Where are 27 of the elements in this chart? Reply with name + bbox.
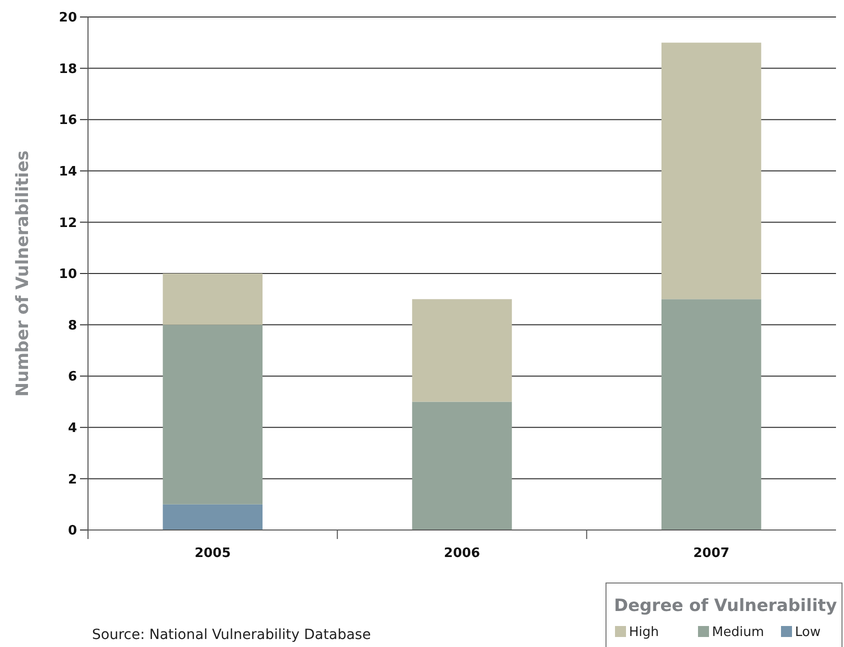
x-tick-label: 2005 xyxy=(194,546,231,561)
y-tick-label: 8 xyxy=(68,318,77,334)
legend-title: Degree of Vulnerability xyxy=(614,596,837,616)
y-tick-label: 16 xyxy=(58,113,77,128)
bar xyxy=(661,299,762,530)
y-tick-label: 6 xyxy=(68,370,77,385)
y-tick-label: 10 xyxy=(58,267,77,282)
legend-label: Medium xyxy=(712,625,764,640)
bar xyxy=(162,504,263,530)
x-tick-label: 2007 xyxy=(693,546,730,561)
y-tick-label: 14 xyxy=(58,164,77,180)
source-note: Source: National Vulnerability Database xyxy=(92,627,371,643)
bar xyxy=(162,324,263,504)
bar xyxy=(412,299,512,402)
legend-label: High xyxy=(629,625,659,640)
y-tick-label: 0 xyxy=(68,524,77,539)
y-axis-title: Number of Vulnerabilities xyxy=(13,150,33,397)
bar xyxy=(661,42,762,300)
y-tick-label: 20 xyxy=(58,10,77,26)
x-tick-label: 2006 xyxy=(444,546,480,561)
y-tick-label: 12 xyxy=(58,216,77,231)
bar xyxy=(412,402,512,530)
y-tick-label: 18 xyxy=(58,62,77,77)
y-tick-label: 4 xyxy=(68,420,77,436)
bar xyxy=(162,274,263,325)
y-tick-label: 2 xyxy=(68,472,77,488)
legend-label: Low xyxy=(795,625,821,640)
